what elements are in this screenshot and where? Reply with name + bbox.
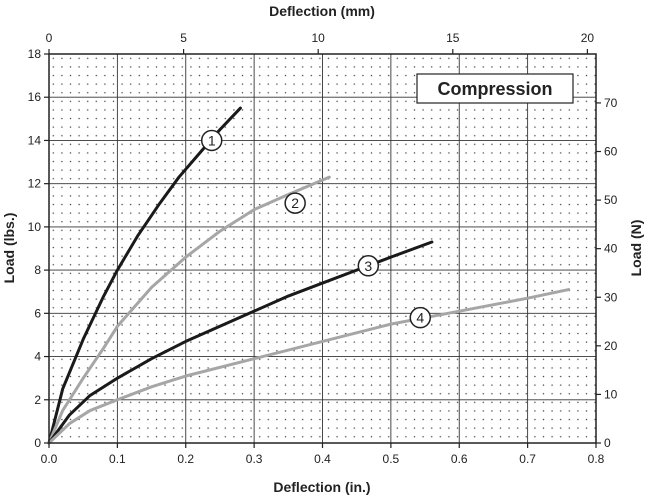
x-top-title: Deflection (mm) [269,3,375,19]
series-line-4 [47,288,571,445]
y-left-tick-label-0: 0 [34,436,41,450]
y-left-tick-label-5: 10 [28,220,42,234]
y-right-tick-label-7: 70 [604,96,618,110]
y-left-tick-label-7: 14 [28,133,42,147]
x-bottom-tick-label-4: 0.4 [314,452,331,466]
x-bottom-tick-label-0: 0.0 [41,452,58,466]
annotation-box: Compression [416,73,574,104]
series-line-2 [47,175,331,445]
series-marker-4 [409,306,432,329]
x-top-tick-label-3: 15 [446,31,460,45]
series-marker-label-2: 2 [291,195,299,211]
y-left-tick-label-9: 18 [28,47,42,61]
series-marker-3 [357,255,380,277]
x-bottom-tick-label-5: 0.5 [383,452,400,466]
x-top-tick-label-0: 0 [46,31,53,45]
series-markers: 1 2 3 4 [200,129,432,329]
x-bottom-tick-label-6: 0.6 [451,452,468,466]
y-left-tick-label-2: 4 [34,350,41,364]
series-marker-2 [284,192,306,214]
y-right-tick-label-0: 0 [604,436,611,450]
x-top-tick-label-1: 5 [180,31,187,45]
x-bottom-tick-label-8: 0.8 [588,452,605,466]
y-right-tick-label-4: 40 [604,242,618,256]
y-left-tick-label-6: 12 [28,177,42,191]
y-right-tick-label-2: 20 [604,339,618,353]
y-right-title: Load (N) [628,220,644,277]
x-top-tick-label-2: 10 [312,31,326,45]
x-bottom-tick-label-3: 0.3 [246,452,263,466]
x-bottom-tick-label-2: 0.2 [177,452,194,466]
x-bottom-tick-label-1: 0.1 [109,452,126,466]
axes: 0.0 0.1 0.2 0.3 0.4 0.5 0.6 0.7 0.80 5 10 15 2002468… [28,31,618,466]
x-bottom-tick-label-7: 0.7 [519,452,536,466]
x-top-tick-label-4: 20 [581,31,595,45]
annotation-label: Compression [437,79,552,99]
series-marker-label-4: 4 [416,310,424,326]
series-line-3 [47,240,434,445]
y-right-tick-label-1: 10 [604,387,618,401]
series-marker-label-1: 1 [208,132,216,148]
y-left-tick-label-4: 8 [34,263,41,277]
y-right-tick-label-5: 50 [604,193,618,207]
y-left-tick-label-8: 16 [28,90,42,104]
y-right-tick-label-3: 30 [604,290,618,304]
series-marker-1 [200,129,223,152]
series-marker-label-3: 3 [364,258,372,274]
y-left-title: Load (lbs.) [1,213,17,284]
y-left-tick-label-1: 2 [34,393,41,407]
y-left-tick-label-3: 6 [34,306,41,320]
y-right-tick-label-6: 60 [604,145,618,159]
x-bottom-title: Deflection (in.) [273,479,370,495]
